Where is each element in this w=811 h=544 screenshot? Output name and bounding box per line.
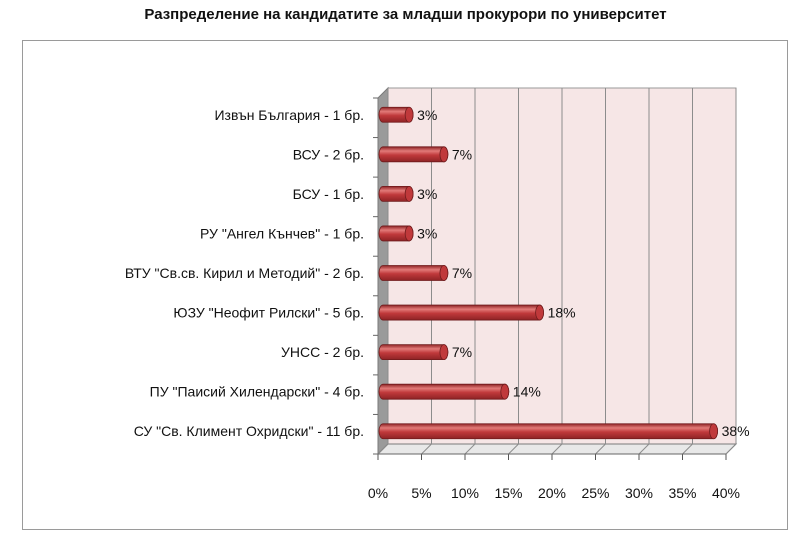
floor-gridline: [638, 443, 650, 455]
bar-cap: [439, 146, 449, 163]
bar-cap: [404, 185, 414, 202]
x-tick-label: 35%: [668, 485, 696, 501]
bar-cap: [709, 423, 718, 440]
bar: [378, 423, 718, 440]
bar: [378, 146, 449, 163]
bar-cap: [500, 383, 510, 400]
x-tick-label: 30%: [625, 485, 653, 501]
category-label: УНСС - 2 бр.: [281, 344, 364, 360]
bar-cap: [404, 225, 414, 242]
x-tick-label: 40%: [712, 485, 740, 501]
floor-gridline: [421, 443, 432, 455]
data-label: 3%: [417, 186, 437, 202]
category-labels: СУ "Св. Климент Охридски" - 11 бр. ПУ "Па…: [125, 107, 364, 439]
category-label: Извън България - 1 бр.: [214, 107, 364, 123]
category-label: ПУ "Паисий Хилендарски" - 4 бр.: [150, 384, 364, 400]
bar-cap: [439, 265, 449, 281]
bars: [378, 106, 718, 440]
floor-gridline: [377, 443, 389, 455]
x-tick-label: 10%: [451, 485, 479, 501]
x-tick-label: 5%: [411, 485, 431, 501]
x-tick-label: 15%: [494, 485, 522, 501]
x-tick-label: 0%: [368, 485, 388, 501]
bar: [378, 383, 510, 400]
category-label: ВСУ - 2 бр.: [293, 146, 364, 162]
floor-gridline: [725, 443, 737, 455]
data-label: 3%: [417, 107, 437, 123]
value-labels: 38% 14% 7% 18% 7% 3% 3% 7% 3%: [417, 107, 750, 439]
chart-title: Разпределение на кандидатите за младши п…: [144, 6, 667, 23]
floor-gridline: [508, 443, 519, 455]
bar: [378, 344, 449, 361]
category-label: РУ "Ангел Кънчев" - 1 бр.: [200, 225, 364, 241]
bar-cap: [535, 304, 544, 321]
chart-frame: [22, 40, 788, 530]
bar: [378, 304, 544, 321]
x-tick-label: 20%: [538, 485, 566, 501]
floor-gridline: [595, 443, 606, 455]
x-tick-label: 25%: [581, 485, 609, 501]
floor-gridline: [551, 443, 563, 455]
bar: [378, 265, 449, 281]
data-label: 3%: [417, 225, 437, 241]
bar-cap: [439, 344, 449, 361]
x-axis-ticks: 0% 5% 10% 15% 20% 25% 30% 35% 40%: [368, 485, 740, 501]
data-label: 7%: [452, 265, 472, 281]
category-label: БСУ - 1 бр.: [293, 186, 364, 202]
bar-cap: [404, 106, 414, 123]
data-label: 38%: [722, 423, 750, 439]
data-label: 7%: [452, 344, 472, 360]
floor-gridline: [682, 443, 693, 455]
data-label: 14%: [513, 384, 541, 400]
data-label: 7%: [452, 146, 472, 162]
floor-gridline: [464, 443, 476, 455]
data-label: 18%: [548, 305, 576, 321]
category-label: ВТУ "Св.св. Кирил и Методий" - 2 бр.: [125, 265, 364, 281]
category-label: СУ "Св. Климент Охридски" - 11 бр.: [134, 423, 364, 439]
category-label: ЮЗУ "Неофит Рилски" - 5 бр.: [173, 305, 364, 321]
